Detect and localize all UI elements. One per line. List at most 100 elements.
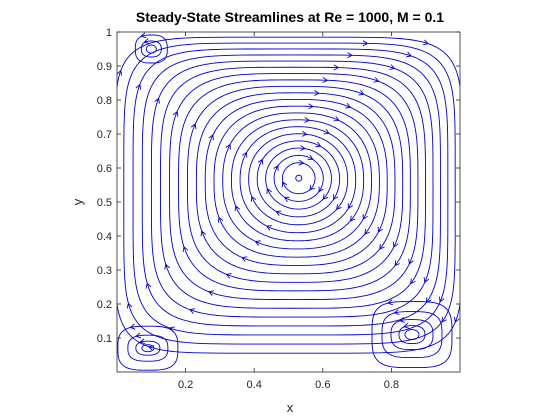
streamline-primary-arrow — [364, 228, 370, 235]
x-tick-label: 0.6 — [315, 379, 330, 391]
streamline-bottom-right-arrow — [398, 317, 405, 323]
streamline-primary — [273, 154, 324, 202]
streamline-bottom-right — [371, 301, 453, 369]
streamline-primary-arrow — [392, 241, 399, 248]
streamline-top-left-arrow — [143, 38, 150, 44]
streamline-primary-arrow — [300, 145, 306, 152]
streamline-primary-arrow — [241, 256, 248, 262]
streamline-primary-arrow — [454, 316, 460, 323]
streamline-primary — [248, 133, 349, 226]
streamline-primary-arrow — [190, 123, 197, 130]
streamline-bottom-left-arrow — [135, 332, 142, 339]
y-tick-label: 0.3 — [97, 265, 112, 277]
streamline-top-left — [145, 44, 157, 54]
streamline-primary — [213, 105, 380, 258]
streamline-primary — [141, 54, 441, 327]
streamline-primary-arrow — [422, 39, 429, 46]
streamline-primary-arrow — [336, 204, 342, 211]
streamline-bottom-left — [127, 334, 169, 362]
x-tick-label: 0.2 — [178, 379, 193, 391]
streamline-primary-arrow — [394, 260, 401, 267]
streamline-primary-arrow — [301, 130, 308, 137]
x-tick-label: 0.4 — [247, 379, 262, 391]
streamline-primary-arrow — [318, 186, 324, 193]
streamline-bottom-left-arrow — [139, 338, 146, 345]
streamline-primary-arrow — [309, 184, 315, 191]
streamline-primary-arrow — [441, 316, 447, 323]
streamline-primary-arrow — [323, 128, 330, 135]
streamline-primary-arrow — [225, 273, 232, 279]
streamline-primary — [204, 98, 388, 266]
streamline-primary — [230, 119, 365, 242]
streamline-top-left — [140, 40, 162, 58]
streamline-primary-arrow — [379, 243, 385, 250]
x-axis-label: x — [287, 400, 294, 415]
streamline-bottom-right-arrow — [387, 299, 394, 306]
streamline-primary-arrow — [389, 64, 396, 70]
streamline-primary — [282, 162, 316, 195]
streamline-primary-arrow — [234, 205, 241, 212]
chart-title: Steady-State Streamlines at Re = 1000, M… — [136, 9, 444, 25]
streamline-primary-arrow — [347, 52, 353, 59]
streamline-primary — [169, 73, 419, 300]
streamline-primary-arrow — [266, 188, 272, 195]
streamline-bottom-right-arrow — [403, 322, 410, 329]
streamline-primary — [117, 36, 460, 354]
streamline-primary-arrow — [307, 154, 314, 161]
streamline-primary-arrow — [281, 181, 288, 188]
y-tick-label: 0.8 — [97, 95, 112, 107]
streamline-primary-arrow — [333, 194, 339, 201]
streamline-primary-arrow — [405, 51, 412, 58]
streamline-primary-arrow — [349, 215, 356, 222]
streamline-bottom-right-arrow — [393, 309, 400, 316]
streamline-primary-arrow — [315, 141, 322, 148]
streamline-primary-arrow — [304, 116, 311, 123]
streamline-primary — [256, 140, 341, 218]
streamline-primary-arrow — [250, 195, 257, 202]
streamline-top-left — [134, 34, 168, 64]
streamline-bottom-left-arrow — [129, 323, 136, 330]
streamline-primary — [178, 79, 411, 292]
streamline-primary-arrow — [358, 90, 365, 96]
streamline-bottom-right — [404, 329, 420, 341]
streamline-primary — [123, 42, 456, 345]
streamline-primary-arrow — [217, 216, 224, 223]
streamline-primary-arrow — [423, 277, 430, 284]
streamline-primary — [265, 147, 332, 210]
streamline-primary-arrow — [257, 158, 264, 165]
y-tick-label: 0.9 — [97, 61, 112, 73]
streamline-primary-arrow — [172, 110, 179, 117]
streamline-primary — [195, 92, 396, 275]
streamline-primary-arrow — [145, 282, 152, 289]
streamline-primary-arrow — [241, 151, 248, 158]
streamline-primary-arrow — [275, 210, 282, 216]
streamline-primary-arrow — [208, 134, 214, 141]
streamline-primary — [150, 60, 434, 318]
streamline-primary-arrow — [273, 164, 279, 171]
streamline-primary-arrow — [373, 77, 380, 83]
ticks: 0.2 0.4 0.6 0.8 0.1 0.2 0.3 0.4 0.5 0.6 0.7 0.8 0.9 1 — [97, 27, 461, 391]
streamline-primary-arrow — [333, 115, 340, 122]
y-axis-label: y — [70, 198, 85, 205]
y-tick-label: 0.5 — [97, 197, 112, 209]
streamline-primary-arrow — [408, 258, 414, 265]
streamline-bottom-right — [381, 311, 443, 359]
streamline-primary-arrow — [345, 103, 352, 109]
streamline-primary-arrow — [225, 143, 231, 150]
streamline-primary-arrow — [425, 297, 432, 304]
streamline-bottom-right — [398, 325, 426, 345]
streamline-primary-arrow — [410, 278, 416, 285]
streamline-primary-core — [295, 174, 303, 182]
streamline-primary-arrow — [117, 69, 123, 76]
streamline-primary-arrow — [362, 40, 369, 47]
streamline-primary-arrow — [438, 296, 445, 303]
streamline-bottom-right — [390, 319, 434, 351]
streamline-primary — [187, 85, 404, 283]
y-tick-label: 0.6 — [97, 163, 112, 175]
streamline-primary-arrow — [333, 64, 340, 71]
streamline-primary-arrow — [182, 245, 189, 253]
streamline-primary-arrow — [135, 83, 142, 90]
